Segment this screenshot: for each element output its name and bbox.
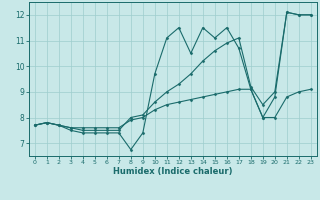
X-axis label: Humidex (Indice chaleur): Humidex (Indice chaleur) (113, 167, 233, 176)
